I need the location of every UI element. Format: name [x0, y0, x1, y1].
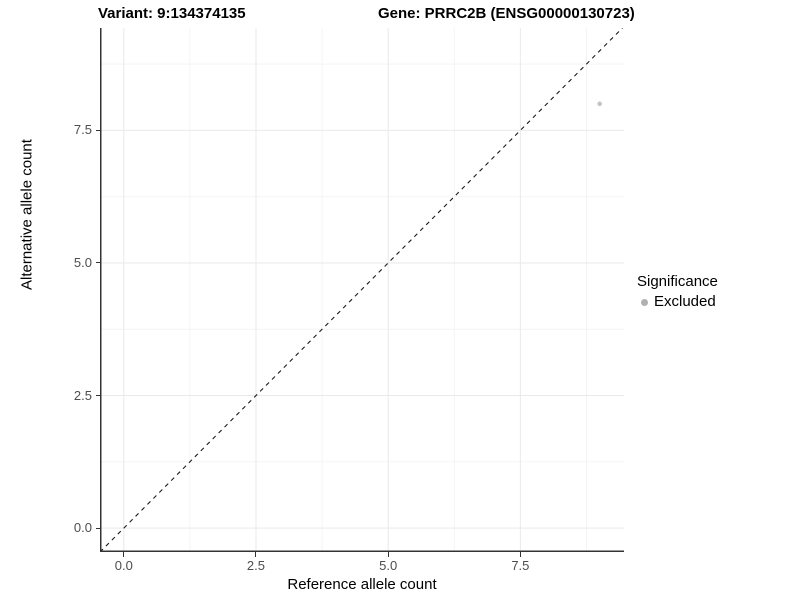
legend-entry-label: Excluded	[654, 293, 716, 310]
data-point	[597, 101, 602, 107]
x-tick-mark	[387, 552, 389, 557]
identity-line	[100, 28, 623, 552]
y-tick-mark	[95, 262, 100, 264]
x-tick-label: 0.0	[114, 558, 133, 573]
x-tick-label: 2.5	[246, 558, 265, 573]
x-tick-mark	[123, 552, 125, 557]
scatter-plot	[100, 28, 624, 552]
variant-title: Variant: 9:134374135	[98, 5, 246, 22]
x-tick-mark	[255, 552, 257, 557]
y-tick-mark	[95, 395, 100, 397]
x-tick-mark	[519, 552, 521, 557]
y-tick-label: 0.0	[73, 520, 92, 536]
legend-entry-excluded: Excluded	[637, 294, 718, 310]
y-tick-label: 5.0	[73, 254, 92, 270]
plot-panel	[100, 28, 624, 552]
x-tick-label: 7.5	[511, 558, 530, 573]
y-tick-mark	[95, 527, 100, 529]
legend-point-icon	[641, 298, 648, 306]
x-axis-title: Reference allele count	[287, 576, 437, 593]
legend: Significance Excluded	[637, 273, 718, 310]
legend-title: Significance	[637, 273, 718, 290]
y-tick-mark	[95, 129, 100, 131]
y-tick-label: 7.5	[73, 122, 92, 138]
x-tick-label: 5.0	[379, 558, 398, 573]
y-tick-label: 2.5	[73, 387, 92, 403]
gene-title: Gene: PRRC2B (ENSG00000130723)	[378, 5, 635, 22]
